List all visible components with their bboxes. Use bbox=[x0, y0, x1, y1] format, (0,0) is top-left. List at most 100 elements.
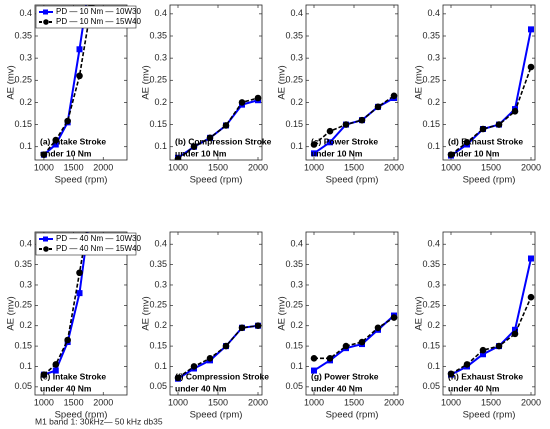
y-tick-label: 0.1 bbox=[154, 141, 167, 151]
y-tick-label: 0.3 bbox=[290, 279, 303, 289]
axes-box bbox=[169, 231, 263, 396]
y-tick-label: 0.15 bbox=[14, 119, 32, 129]
y-tick-label: 0.2 bbox=[19, 320, 32, 330]
x-tick-label: 2000 bbox=[384, 397, 404, 407]
marker bbox=[174, 374, 182, 382]
plot-marks bbox=[174, 322, 262, 382]
marker bbox=[512, 326, 518, 333]
y-tick-label: 0.4 bbox=[427, 8, 440, 18]
marker bbox=[52, 361, 60, 368]
axes-box bbox=[34, 4, 128, 161]
legend-marker bbox=[43, 236, 48, 242]
marker bbox=[358, 338, 366, 346]
legend-box bbox=[35, 5, 137, 29]
marker bbox=[479, 346, 487, 354]
marker bbox=[390, 92, 398, 100]
y-tick-label: 0.25 bbox=[14, 300, 32, 310]
marker bbox=[480, 351, 486, 358]
marker bbox=[447, 370, 455, 378]
y-tick-label: 0.25 bbox=[149, 75, 167, 85]
x-tick-label: 2000 bbox=[521, 162, 541, 172]
axes-box bbox=[305, 231, 399, 396]
y-axis-label: AE (mv) bbox=[141, 65, 152, 99]
marker bbox=[64, 117, 71, 125]
marker bbox=[495, 342, 503, 350]
plot-area bbox=[170, 232, 262, 395]
y-tick-label: 0.1 bbox=[427, 361, 440, 371]
x-axis-label: Speed (rpm) bbox=[463, 410, 516, 421]
x-tick-label: 1500 bbox=[208, 162, 228, 172]
y-tick-label: 0.05 bbox=[422, 381, 440, 391]
plot-marks bbox=[447, 26, 535, 159]
x-tick-label: 2000 bbox=[93, 397, 113, 407]
marker bbox=[342, 121, 350, 128]
y-axis-label: AE (mv) bbox=[141, 296, 152, 330]
x-axis-label: Speed (rpm) bbox=[326, 175, 379, 186]
y-tick-label: 0.1 bbox=[290, 361, 303, 371]
annotation: under 40 Nm bbox=[40, 383, 92, 393]
marker bbox=[511, 330, 519, 338]
legend-label: PD — 10 Nm — 15W40 bbox=[56, 17, 141, 26]
marker bbox=[311, 150, 317, 157]
y-tick-label: 0.35 bbox=[422, 259, 440, 269]
x-tick-label: 1000 bbox=[304, 397, 324, 407]
annotation: (g) Power Stroke bbox=[311, 371, 379, 381]
x-tick-label: 1000 bbox=[168, 162, 188, 172]
annotation: under 40 Nm bbox=[175, 383, 227, 393]
x-tick-label: 1500 bbox=[344, 397, 364, 407]
y-tick-label: 0.2 bbox=[427, 320, 440, 330]
marker bbox=[76, 290, 83, 297]
x-tick-label: 1500 bbox=[64, 162, 84, 172]
y-axis-label: AE (mv) bbox=[6, 296, 17, 330]
marker bbox=[527, 293, 535, 301]
legend-box bbox=[35, 232, 137, 256]
y-tick-label: 0.1 bbox=[19, 361, 32, 371]
y-axis-label: AE (mv) bbox=[277, 65, 288, 99]
y-tick-label: 0.1 bbox=[290, 141, 303, 151]
marker bbox=[76, 269, 83, 277]
marker bbox=[222, 342, 230, 350]
x-axis-label: Speed (rpm) bbox=[326, 410, 379, 421]
y-tick-label: 0.1 bbox=[19, 141, 32, 151]
annotation: (b) Compression Stroke bbox=[175, 136, 272, 146]
marker bbox=[76, 72, 83, 80]
annotation: (d) Exhaust Stroke bbox=[448, 136, 523, 146]
marker bbox=[479, 125, 487, 133]
y-tick-label: 0.3 bbox=[427, 279, 440, 289]
marker bbox=[326, 355, 334, 362]
marker bbox=[88, 200, 94, 206]
annotation: under 10 Nm bbox=[175, 148, 227, 158]
y-tick-label: 0.3 bbox=[427, 53, 440, 63]
marker bbox=[40, 151, 48, 158]
marker bbox=[64, 336, 71, 344]
legend-label: PD — 40 Nm — 10W30 bbox=[56, 234, 141, 243]
marker bbox=[88, 200, 95, 207]
plot-marks bbox=[40, 200, 95, 378]
plot-marks bbox=[310, 312, 398, 374]
y-tick-label: 0.2 bbox=[290, 320, 303, 330]
y-tick-label: 0.35 bbox=[14, 30, 32, 40]
marker bbox=[374, 103, 382, 111]
axes-box bbox=[34, 231, 128, 396]
plot-area bbox=[35, 5, 127, 160]
axes-box bbox=[442, 231, 536, 396]
marker bbox=[447, 151, 455, 158]
annotation: under 10 Nm bbox=[448, 148, 500, 158]
footnote: M1 band 1: 30kHz— 50 kHz db35 bbox=[35, 416, 163, 426]
y-axis-label: AE (mv) bbox=[6, 65, 17, 99]
marker bbox=[310, 355, 318, 362]
x-axis-label: Speed (rpm) bbox=[55, 410, 108, 421]
plot-marks bbox=[447, 255, 535, 378]
plot-area bbox=[306, 232, 398, 395]
y-tick-label: 0.35 bbox=[422, 30, 440, 40]
marker bbox=[463, 138, 471, 146]
plot-marks bbox=[40, 5, 95, 158]
axes-box bbox=[169, 4, 263, 161]
marker bbox=[311, 367, 317, 374]
y-tick-label: 0.05 bbox=[14, 381, 32, 391]
y-tick-label: 0.05 bbox=[285, 381, 303, 391]
y-tick-label: 0.4 bbox=[154, 8, 167, 18]
x-tick-label: 1000 bbox=[168, 397, 188, 407]
y-tick-label: 0.4 bbox=[427, 239, 440, 249]
x-tick-label: 1000 bbox=[441, 162, 461, 172]
